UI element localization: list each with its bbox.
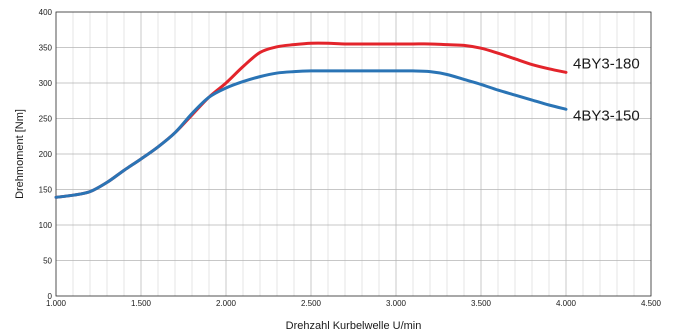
x-tick-label: 4.000 xyxy=(556,299,577,308)
plot-frame xyxy=(55,11,652,297)
x-tick-label: 3.000 xyxy=(386,299,407,308)
x-axis-title: Drehzahl Kurbelwelle U/min xyxy=(286,320,422,332)
x-tick-label: 1.500 xyxy=(131,299,152,308)
y-tick-labels: 0 50 100 150 200 250 300 350 400 xyxy=(39,8,53,301)
x-tick-label: 2.500 xyxy=(301,299,322,308)
x-tick-label: 4.500 xyxy=(641,299,662,308)
x-tick-label: 2.000 xyxy=(216,299,237,308)
x-tick-labels: 1.000 1.500 2.000 2.500 3.000 3.500 4.000 4.500 xyxy=(46,299,662,308)
series-line-1 xyxy=(54,69,568,199)
y-tick-label: 350 xyxy=(39,44,53,53)
y-tick-label: 100 xyxy=(39,221,53,230)
y-tick-label: 200 xyxy=(39,150,53,159)
y-tick-label: 300 xyxy=(39,79,53,88)
y-axis-title: Drehmoment [Nm] xyxy=(14,109,26,199)
x-tick-label: 3.500 xyxy=(471,299,492,308)
x-tick-label: 1.000 xyxy=(46,299,67,308)
y-tick-label: 50 xyxy=(43,257,52,266)
y-tick-label: 150 xyxy=(39,186,53,195)
series-labels: 4BY3-180 4BY3-150 xyxy=(573,55,640,124)
series-label-0: 4BY3-180 xyxy=(573,55,640,72)
series-lines xyxy=(54,41,568,199)
grid-major xyxy=(55,11,652,297)
y-tick-label: 0 xyxy=(48,292,53,301)
y-tick-label: 250 xyxy=(39,115,53,124)
series-label-1: 4BY3-150 xyxy=(573,107,640,124)
y-tick-label: 400 xyxy=(39,8,53,17)
